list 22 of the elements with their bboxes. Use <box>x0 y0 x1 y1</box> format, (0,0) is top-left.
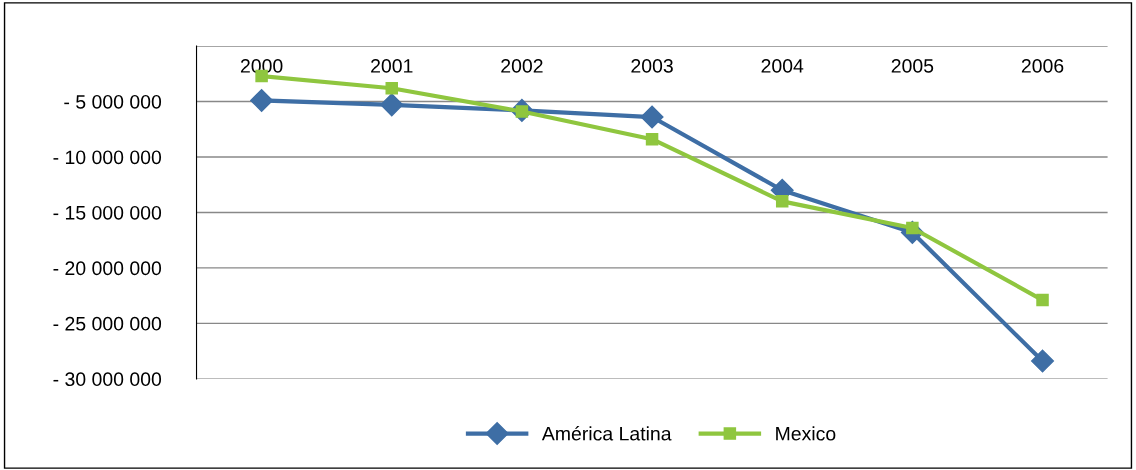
x-tick-label: 2004 <box>761 59 804 73</box>
x-tick-label: 2006 <box>1021 59 1064 73</box>
x-tick-label: 2001 <box>371 59 413 73</box>
y-tick-label: - 25 000 000 <box>53 316 162 331</box>
y-tick-label: - 15 000 000 <box>53 205 162 220</box>
y-tick-label: - 10 000 000 <box>53 150 162 165</box>
y-tick-label: - 30 000 000 <box>53 372 162 387</box>
legend-label: América Latina <box>541 426 672 441</box>
y-tick-label: - 20 000 000 <box>53 261 162 276</box>
x-tick-label: 2003 <box>631 59 673 73</box>
point <box>1031 349 1055 373</box>
point <box>250 88 274 112</box>
legend-label: Mexico <box>776 426 836 441</box>
x-tick-label: 2005 <box>891 59 934 73</box>
point <box>640 105 664 129</box>
y-tick-label: - 5 000 000 <box>64 94 162 109</box>
point <box>1036 293 1049 307</box>
point <box>385 81 399 95</box>
point <box>775 195 789 208</box>
point <box>380 93 404 117</box>
x-tick-label: 2002 <box>501 59 543 73</box>
point <box>645 132 659 146</box>
